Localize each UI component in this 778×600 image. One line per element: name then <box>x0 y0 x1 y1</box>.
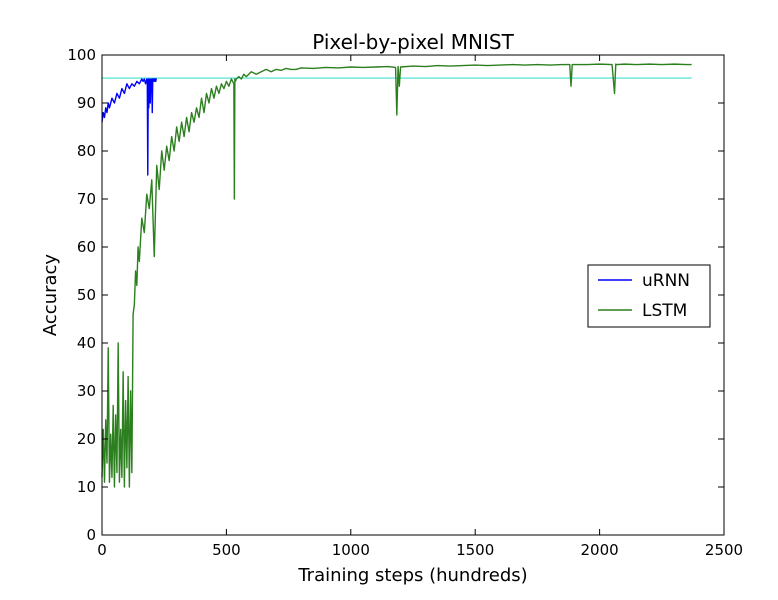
y-tick-label: 80 <box>77 142 96 160</box>
series-layer <box>101 63 692 488</box>
legend-box <box>587 264 711 328</box>
y-tick-label: 60 <box>77 238 96 256</box>
y-tick-label: 0 <box>86 526 96 544</box>
x-tick-label: 2000 <box>581 541 619 559</box>
series-line-urnn <box>101 78 157 176</box>
y-tick-label: 70 <box>77 190 96 208</box>
legend-label-urnn: uRNN <box>642 271 690 291</box>
y-tick-label: 100 <box>67 46 96 64</box>
y-tick-label: 10 <box>77 478 96 496</box>
x-tick-label: 1500 <box>456 541 494 559</box>
legend: uRNN LSTM <box>587 264 711 328</box>
y-tick-label: 50 <box>77 286 96 304</box>
y-tick-label: 40 <box>77 334 96 352</box>
x-tick-label: 0 <box>97 541 107 559</box>
x-axis-ticks: 0 500 1000 1500 2000 2500 <box>97 55 743 559</box>
chart-title: Pixel-by-pixel MNIST <box>312 30 514 54</box>
x-axis-label: Training steps (hundreds) <box>297 565 527 586</box>
x-tick-label: 500 <box>212 541 241 559</box>
y-tick-label: 20 <box>77 430 96 448</box>
series-line-lstm <box>101 63 692 488</box>
x-tick-label: 2500 <box>705 541 743 559</box>
y-axis-ticks: 0 10 20 30 40 50 60 70 80 90 100 <box>67 46 724 544</box>
legend-label-lstm: LSTM <box>642 301 687 321</box>
y-tick-label: 30 <box>77 382 96 400</box>
x-tick-label: 1000 <box>332 541 370 559</box>
y-axis-label: Accuracy <box>40 254 61 337</box>
y-tick-label: 90 <box>77 94 96 112</box>
